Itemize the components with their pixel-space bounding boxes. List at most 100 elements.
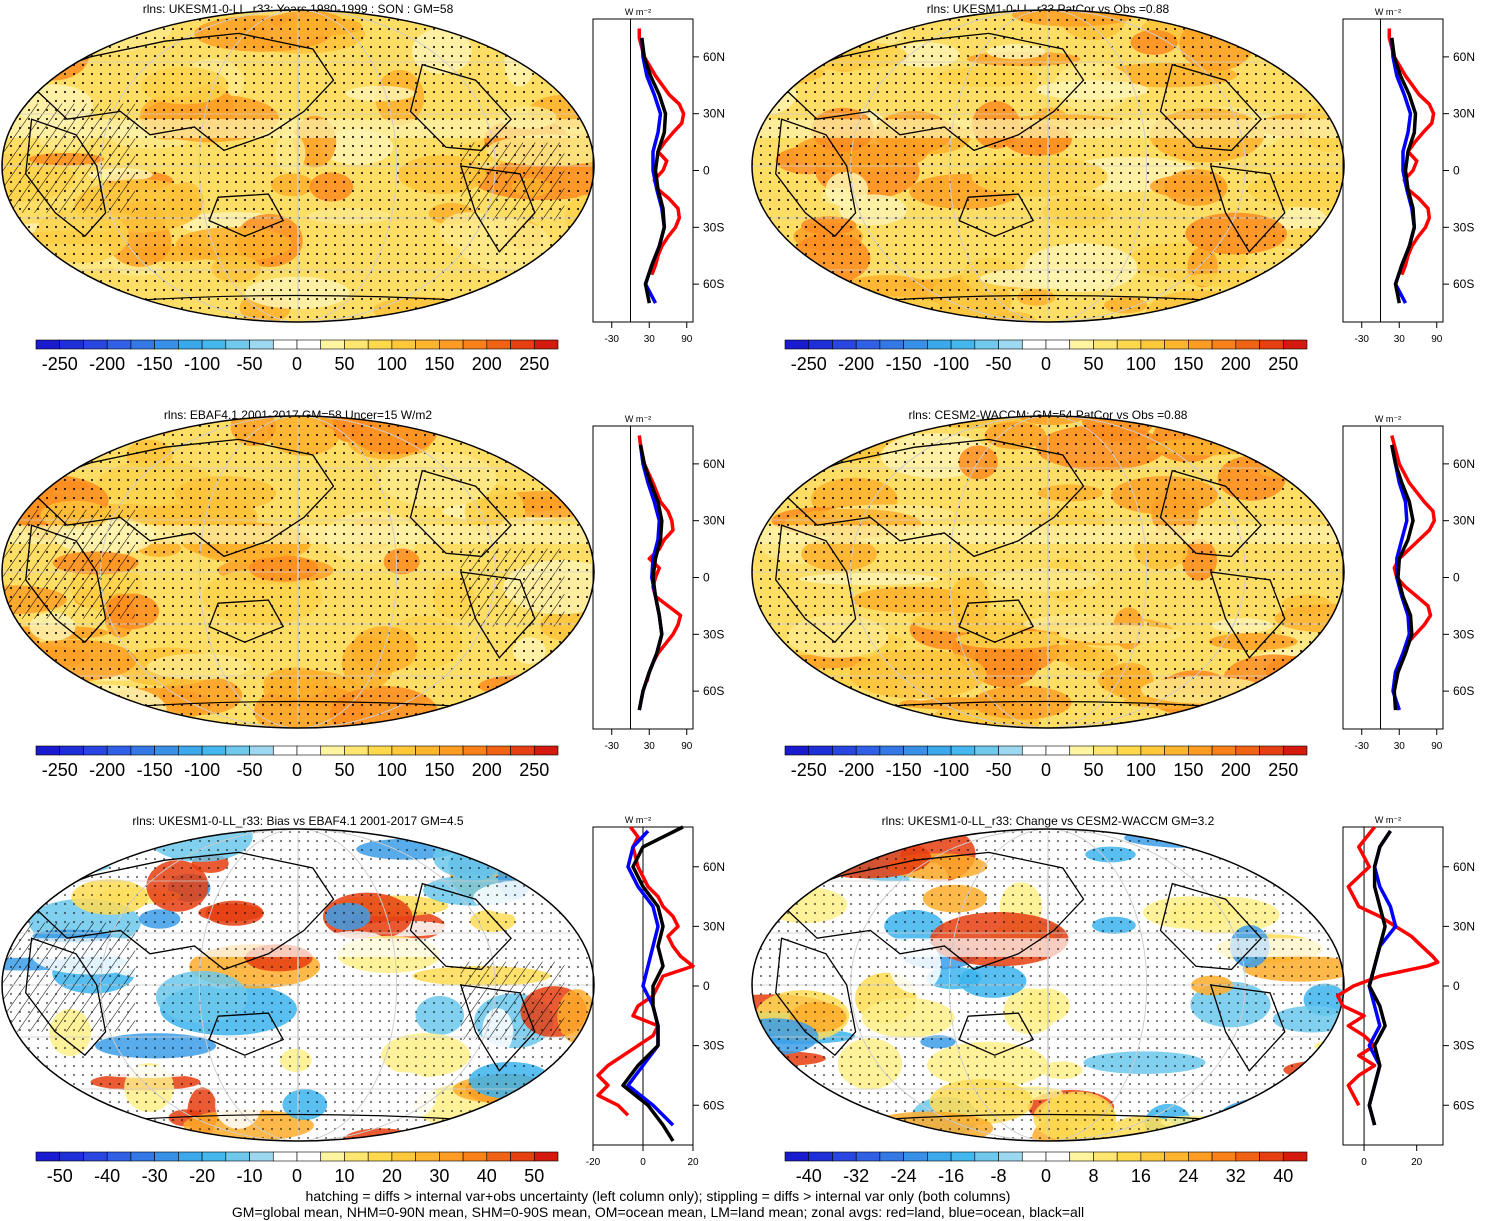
profile-x-tick-label: 0 — [1361, 1157, 1367, 1168]
profile-y-tick-label: 60S — [1453, 277, 1474, 291]
profile-y-tick-label: 0 — [703, 979, 710, 993]
colorbar-tick-label: 20 — [382, 1166, 402, 1186]
coastline — [208, 599, 285, 643]
graticule-meridian — [948, 829, 1148, 1141]
profile-line-land — [596, 825, 695, 1117]
profile-y-tick-label: 0 — [1453, 164, 1460, 178]
profile-line-ocean — [626, 829, 675, 1127]
colorbar-tick-label: 200 — [1221, 354, 1251, 374]
profile-line-all — [640, 37, 668, 304]
profile-y-tick-label: 0 — [1453, 979, 1460, 993]
profile-line-land — [1335, 825, 1440, 1107]
colorbar-tick-label: -50 — [237, 760, 263, 780]
profile-x-tick-label: 90 — [1431, 334, 1443, 345]
profile-y-tick-label: 60S — [703, 1098, 724, 1112]
coastline — [409, 469, 512, 558]
profile-y-tick-label: 30S — [703, 220, 724, 234]
profile-x-tick-label: -30 — [605, 334, 620, 345]
profile-line-all — [637, 444, 664, 711]
coastline — [958, 599, 1035, 643]
colorbar-tick-label: -24 — [891, 1166, 917, 1186]
colorbar-tick-label: -100 — [933, 354, 969, 374]
coastline — [25, 937, 107, 1057]
colorbar-tick-label: 50 — [1083, 354, 1103, 374]
profile-x-tick-label: 30 — [644, 741, 656, 752]
hatching-region — [460, 142, 565, 221]
panel-reference-model: rlns: CESM2-WACCM: GM=54 PatCor vs Obs =… — [750, 406, 1485, 791]
coastline — [25, 524, 107, 644]
panel-bias: rlns: UKESM1-0-LL_r33: Bias vs EBAF4.1 2… — [0, 812, 725, 1192]
profile-line-land — [637, 28, 686, 276]
colorbar-tick-label: -100 — [933, 760, 969, 780]
zonal-mean-profile: 60N 30N 0 30S 60S -30 30 90 W m⁻² — [1342, 414, 1475, 752]
colorbar-tick-label: 150 — [1173, 354, 1203, 374]
profile-y-tick-label: 60N — [1453, 50, 1475, 64]
coastline — [774, 32, 1085, 152]
colorbar-tick-label: -150 — [886, 354, 922, 374]
colorbar-swatch — [1282, 745, 1308, 756]
colorbar-tick-label: 200 — [472, 760, 502, 780]
colorbar-swatch — [533, 1151, 559, 1162]
colorbar-swatch — [1282, 1151, 1308, 1162]
colorbar-tick-label: 250 — [519, 760, 549, 780]
coastline — [24, 438, 335, 558]
colorbar-tick-label: 100 — [377, 760, 407, 780]
colorbar-tick-label: -32 — [843, 1166, 869, 1186]
colorbar-tick-label: -20 — [189, 1166, 215, 1186]
colorbar-tick-label: -250 — [42, 760, 78, 780]
profile-unit-label: W m⁻² — [625, 7, 651, 17]
map-border — [1, 828, 595, 1142]
profile-x-tick-label: -20 — [586, 1157, 601, 1168]
graticule-meridian — [850, 829, 1246, 1141]
colorbar-tick-label: 200 — [1221, 760, 1251, 780]
coastline — [1209, 571, 1286, 659]
profile-y-tick-label: 0 — [703, 571, 710, 585]
graticule-meridian — [198, 416, 398, 728]
map-border — [751, 415, 1345, 729]
colorbar-tick-label: 24 — [1178, 1166, 1198, 1186]
colorbar-swatch — [533, 745, 559, 756]
colorbar-tick-label: 30 — [429, 1166, 449, 1186]
coastline — [1159, 469, 1262, 558]
hatching-region — [2, 922, 136, 1032]
graticule-meridian — [948, 10, 1148, 322]
colorbar-tick-label: 0 — [1041, 760, 1051, 780]
graticule-meridian — [100, 416, 496, 728]
profile-y-tick-label: 30S — [703, 1039, 724, 1053]
panel-title: rlns: UKESM1-0-LL_r33 PatCor vs Obs =0.8… — [926, 2, 1170, 16]
profile-y-tick-label: 30S — [1453, 1039, 1474, 1053]
profile-y-tick-label: 30N — [1453, 919, 1475, 933]
panel-title: rlns: EBAF4.1 2001-2017 GM=58 Uncer=15 W… — [163, 408, 433, 422]
coastline — [24, 851, 335, 971]
profile-x-tick-label: -30 — [605, 741, 620, 752]
profile-x-tick-label: 30 — [1394, 334, 1406, 345]
profile-x-tick-label: -30 — [1355, 334, 1370, 345]
colorbar-tick-label: -150 — [886, 760, 922, 780]
colorbar: -250 -200 -150 -100 -50 0 50 100 150 200 250 — [784, 339, 1308, 374]
profile-y-tick-label: 30N — [703, 107, 725, 121]
colorbar-tick-label: -8 — [991, 1166, 1007, 1186]
profile-y-tick-label: 30S — [1453, 220, 1474, 234]
colorbar-tick-label: -150 — [137, 354, 173, 374]
profile-y-tick-label: 60S — [703, 684, 724, 698]
footer-line-1: hatching = diffs > internal var+obs unce… — [305, 1188, 1011, 1204]
colorbar-tick-label: -50 — [237, 354, 263, 374]
coastline — [775, 524, 857, 644]
coastline — [775, 937, 857, 1057]
colorbar-tick-label: 100 — [1126, 760, 1156, 780]
colorbar-tick-label: -50 — [986, 760, 1012, 780]
world-map — [751, 9, 1345, 323]
colorbar-tick-label: -200 — [838, 354, 874, 374]
graticule-meridian — [198, 829, 398, 1141]
coastline — [1159, 882, 1262, 971]
colorbar-tick-label: -50 — [986, 354, 1012, 374]
graticule-meridian — [1047, 10, 1049, 322]
profile-line-all — [1367, 830, 1392, 1126]
graticule-meridian — [100, 829, 496, 1141]
profile-x-tick-label: 90 — [1431, 741, 1443, 752]
coastline — [774, 851, 1085, 971]
coastline — [1209, 165, 1286, 253]
colorbar-tick-label: 150 — [424, 760, 454, 780]
graticule-meridian — [100, 10, 496, 322]
coastline — [409, 882, 512, 971]
